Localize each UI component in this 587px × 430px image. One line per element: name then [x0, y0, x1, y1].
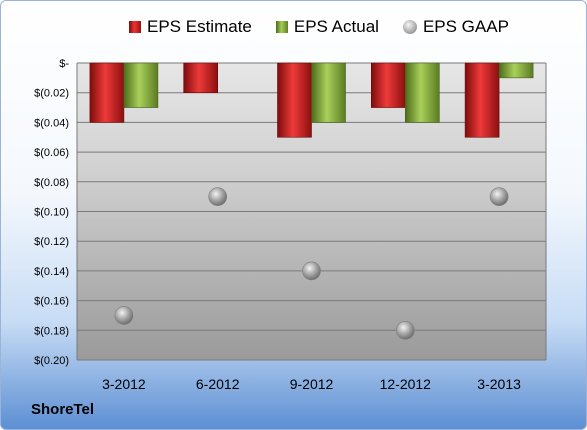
- legend-item-estimate: EPS Estimate: [129, 17, 252, 37]
- point-eps-gaap: [208, 187, 227, 206]
- gaap-points: [114, 187, 509, 340]
- bar-eps-estimate: [277, 62, 312, 138]
- bar-eps-actual: [498, 62, 534, 79]
- y-tick-label: $(0.10): [34, 207, 69, 219]
- y-tick-label: $(0.06): [34, 147, 69, 159]
- legend-item-actual: EPS Actual: [275, 17, 379, 37]
- bar-eps-estimate: [370, 62, 406, 108]
- bar-eps-actual: [404, 62, 440, 123]
- x-tick-label: 3-2012: [102, 376, 146, 392]
- point-eps-gaap: [489, 187, 509, 206]
- x-axis-ticks: 3-2012 6-2012 9-2012 12-2012 3-2013: [102, 376, 521, 392]
- x-tick-label: 9-2012: [290, 376, 334, 392]
- x-tick-label: 3-2013: [477, 376, 521, 392]
- y-tick-label: $(0.08): [34, 177, 69, 189]
- legend-label-estimate: EPS Estimate: [147, 17, 252, 36]
- legend: EPS Estimate EPS Actual EPS GAAP: [129, 17, 533, 37]
- legend-label-gaap: EPS GAAP: [422, 17, 509, 36]
- y-tick-label: $(0.02): [34, 88, 69, 100]
- y-tick-label: $(0.16): [34, 296, 69, 308]
- y-tick-label: $(0.12): [34, 236, 69, 248]
- x-tick-label: 6-2012: [196, 376, 240, 392]
- y-axis-ticks: $- $(0.02) $(0.04) $(0.06) $(0.08) $(0.10) $(0…: [34, 58, 69, 367]
- bar-eps-estimate: [89, 62, 125, 123]
- point-eps-gaap: [395, 320, 415, 340]
- point-eps-gaap: [114, 306, 134, 325]
- brand-label: ShoreTel: [31, 401, 95, 418]
- y-tick-label: $(0.14): [34, 266, 69, 278]
- y-tick-label: $(0.04): [34, 117, 69, 129]
- legend-item-gaap: EPS GAAP: [402, 17, 509, 37]
- bar-eps-actual: [123, 62, 159, 108]
- legend-swatch-actual: [275, 21, 288, 33]
- legend-swatch-estimate: [129, 21, 141, 33]
- bar-eps-estimate: [183, 62, 218, 94]
- legend-swatch-gaap: [402, 20, 417, 34]
- y-tick-label: $(0.18): [34, 325, 69, 337]
- y-tick-label: $(0.20): [34, 355, 69, 367]
- x-tick-label: 12-2012: [380, 376, 432, 392]
- bar-eps-estimate: [464, 62, 500, 138]
- point-eps-gaap: [302, 261, 321, 281]
- bars: [89, 62, 534, 138]
- bar-eps-actual: [311, 62, 346, 123]
- y-tick-label: $-: [59, 58, 69, 70]
- legend-label-actual: EPS Actual: [293, 17, 379, 36]
